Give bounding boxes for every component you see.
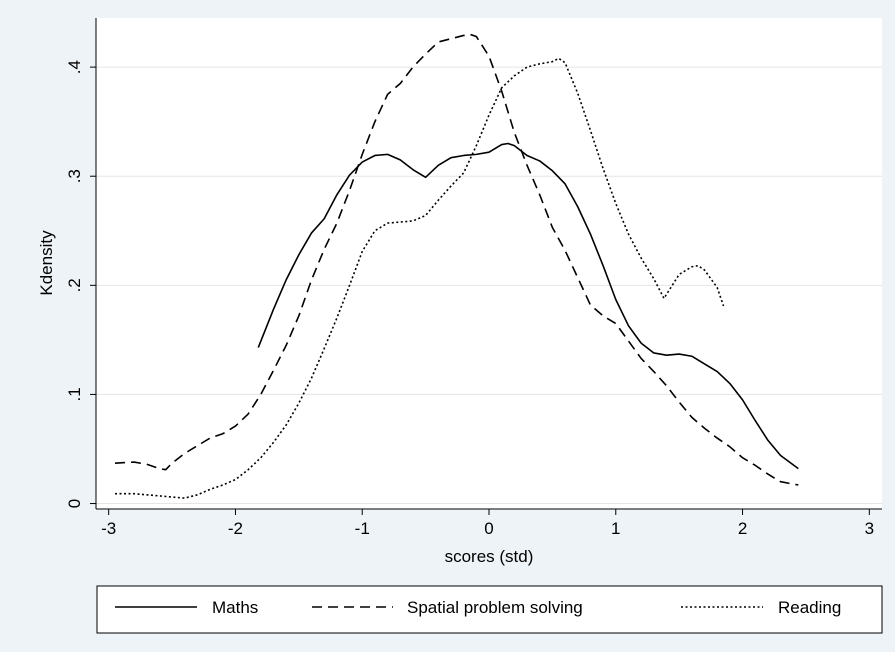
series-lines <box>114 33 799 499</box>
x-tick-label: 2 <box>738 519 747 538</box>
y-tick-label: .3 <box>65 169 84 183</box>
plot-area <box>96 18 882 509</box>
x-ticks: -3 -2 -1 0 1 2 3 <box>101 509 874 538</box>
y-tick-label: 0 <box>65 499 84 508</box>
legend-label: Spatial problem solving <box>407 598 583 617</box>
x-tick-label: -3 <box>101 519 116 538</box>
legend: Maths Spatial problem solving Reading <box>96 585 883 634</box>
x-axis-label: scores (std) <box>445 547 534 566</box>
series-line-2 <box>114 33 799 486</box>
y-tick-label: .4 <box>65 60 84 74</box>
legend-label: Maths <box>212 598 258 617</box>
x-tick-label: 1 <box>611 519 620 538</box>
y-tick-label: .2 <box>65 278 84 292</box>
gridlines <box>96 66 882 505</box>
x-tick-label: -1 <box>355 519 370 538</box>
y-ticks: 0 .1 .2 .3 .4 <box>65 60 96 508</box>
legend-box <box>96 585 883 634</box>
legend-label: Reading <box>778 598 841 617</box>
series-line-3 <box>115 57 725 499</box>
y-tick-label: .1 <box>65 387 84 401</box>
x-tick-label: 3 <box>865 519 874 538</box>
x-tick-label: -2 <box>228 519 243 538</box>
x-tick-label: 0 <box>484 519 493 538</box>
y-axis-label: Kdensity <box>37 230 56 296</box>
